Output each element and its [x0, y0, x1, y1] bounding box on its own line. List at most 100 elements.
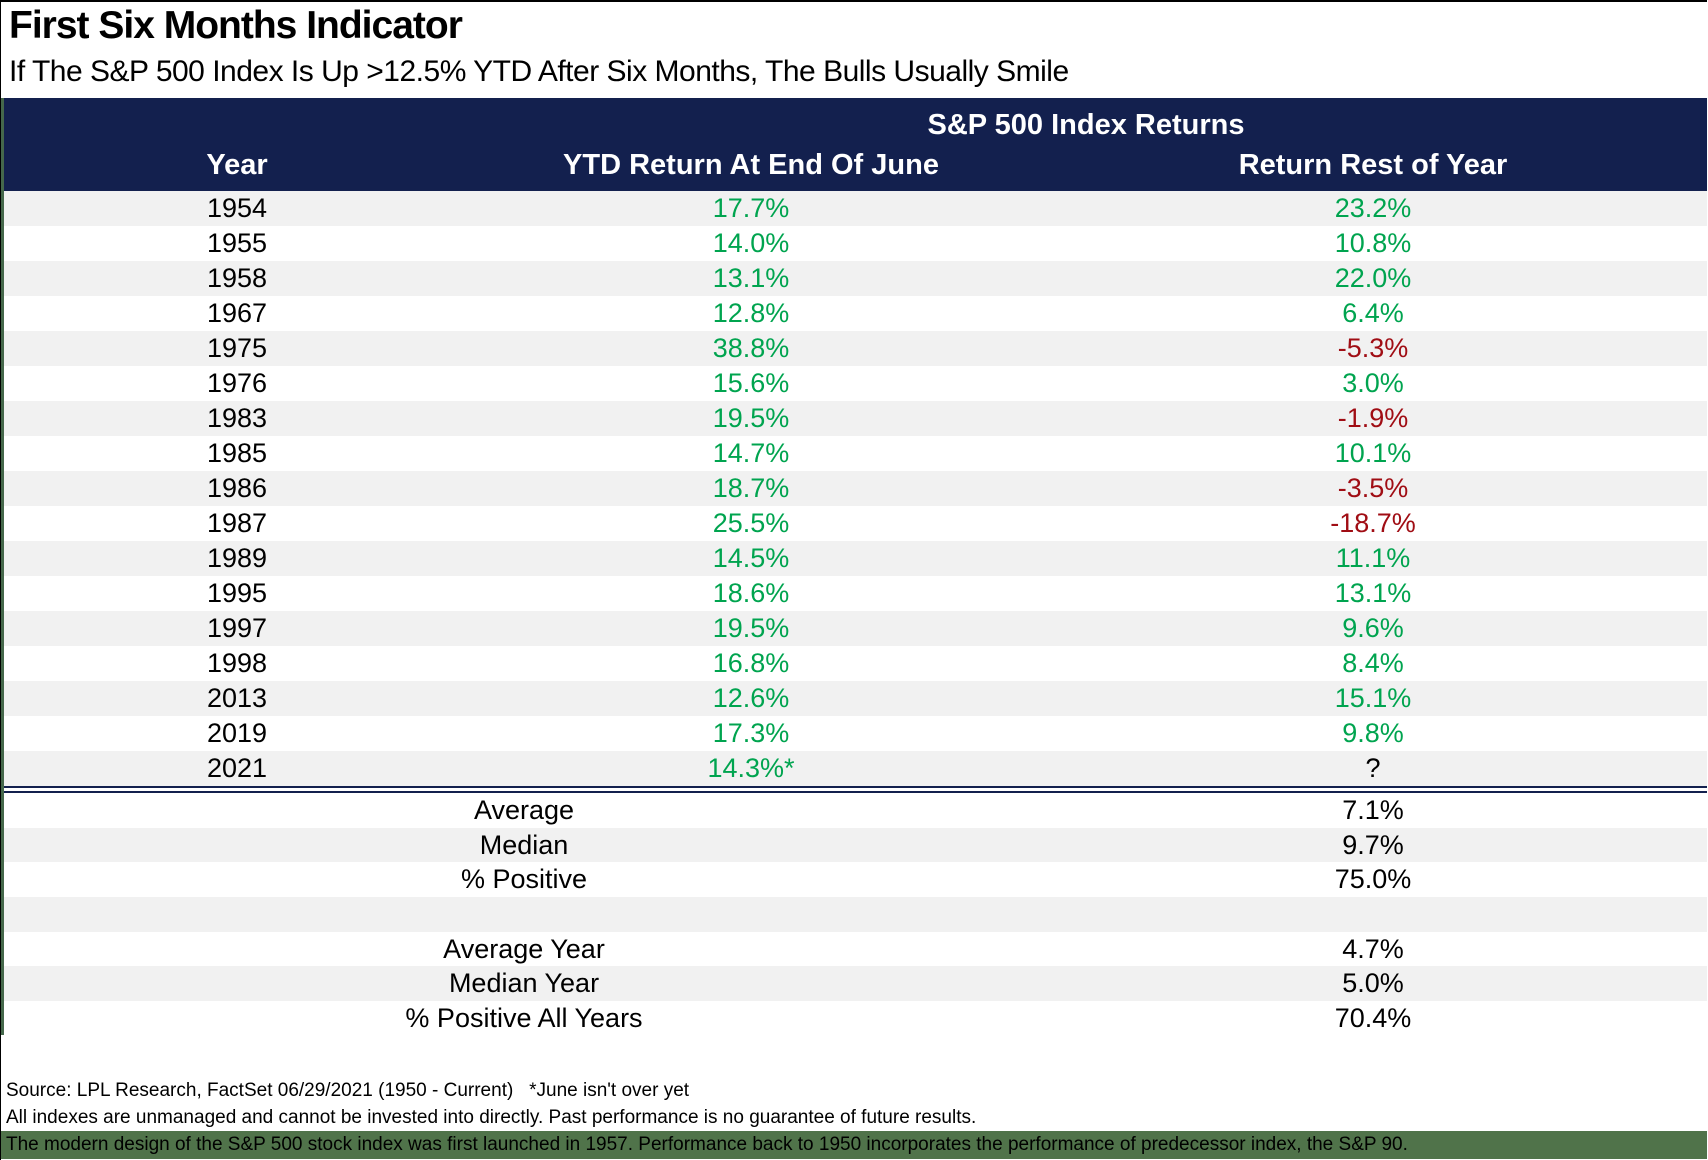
table-row: 1995 18.6% 13.1% — [1, 576, 1707, 611]
year-cell: 1997 — [206, 613, 268, 643]
summary-divider — [1, 786, 1707, 793]
source-note: Source: LPL Research, FactSet 06/29/2021… — [6, 1080, 690, 1101]
ytd-return-cell: 15.6% — [712, 368, 790, 398]
ytd-return-cell: 17.3% — [712, 718, 790, 748]
table-row: 1958 13.1% 22.0% — [1, 261, 1707, 296]
summary-label: % Positive — [460, 864, 588, 894]
ytd-return-cell: 14.0% — [712, 228, 790, 258]
summary-row: Median 9.7% — [1, 827, 1707, 862]
year-cell: 1967 — [206, 298, 268, 328]
ytd-return-cell: 17.7% — [712, 193, 790, 223]
table-row: 1986 18.7% -3.5% — [1, 471, 1707, 506]
column-header-ytd-return: YTD Return At End Of June — [563, 149, 939, 181]
summary-label: Average — [473, 795, 575, 825]
summary-label: % Positive All Years — [405, 1002, 643, 1033]
table-row: 1975 38.8% -5.3% — [1, 331, 1707, 366]
ytd-return-cell: 14.3%* — [707, 753, 795, 783]
rest-of-year-cell: 6.4% — [1342, 298, 1404, 328]
summary-value: 5.0% — [1342, 968, 1404, 998]
year-cell: 1958 — [206, 263, 268, 293]
summary-all-years-block: Average Year 4.7% Median Year 5.0% % Pos… — [1, 932, 1707, 1036]
summary-row: % Positive 75.0% — [1, 862, 1707, 897]
chart-title: First Six Months Indicator — [9, 4, 463, 47]
ytd-return-cell: 16.8% — [712, 648, 790, 678]
year-cell: 1986 — [206, 473, 268, 503]
ytd-return-cell: 18.6% — [712, 578, 790, 608]
rest-of-year-cell: 9.8% — [1342, 718, 1404, 748]
table-row: 1987 25.5% -18.7% — [1, 506, 1707, 541]
table-row: 1955 14.0% 10.8% — [1, 226, 1707, 261]
rest-of-year-cell: -5.3% — [1337, 333, 1409, 363]
summary-value: 9.7% — [1342, 829, 1404, 860]
year-cell: 1998 — [206, 648, 268, 678]
table-body: 1954 17.7% 23.2% 1955 14.0% 10.8% 1958 1… — [1, 191, 1707, 786]
table-row: 1985 14.7% 10.1% — [1, 436, 1707, 471]
highlight-note: The modern design of the S&P 500 stock i… — [1, 1131, 1707, 1159]
summary-row: % Positive All Years 70.4% — [1, 1001, 1707, 1036]
ytd-return-cell: 18.7% — [712, 473, 790, 503]
table-row: 1976 15.6% 3.0% — [1, 366, 1707, 401]
chart-subtitle: If The S&P 500 Index Is Up >12.5% YTD Af… — [9, 55, 1069, 88]
column-header-row: Year YTD Return At End Of June Return Re… — [1, 146, 1707, 191]
summary-row: Average Year 4.7% — [1, 932, 1707, 967]
group-header-row: S&P 500 Index Returns — [1, 98, 1707, 146]
table-row: 1989 14.5% 11.1% — [1, 541, 1707, 576]
year-cell: 2013 — [206, 683, 268, 713]
table-row: 1998 16.8% 8.4% — [1, 646, 1707, 681]
column-header-rest-of-year: Return Rest of Year — [1238, 149, 1508, 181]
rest-of-year-cell: 22.0% — [1334, 263, 1412, 293]
year-cell: 2021 — [206, 753, 268, 783]
summary-label: Median Year — [448, 968, 600, 998]
table-row: 2021 14.3%* ? — [1, 751, 1707, 786]
year-cell: 1975 — [206, 333, 268, 363]
summary-row: Median Year 5.0% — [1, 966, 1707, 1001]
rest-of-year-cell: 3.0% — [1342, 368, 1404, 398]
table-row: 1967 12.8% 6.4% — [1, 296, 1707, 331]
rest-of-year-cell: 9.6% — [1342, 613, 1404, 643]
ytd-return-cell: 25.5% — [712, 508, 790, 538]
rest-of-year-cell: -18.7% — [1330, 508, 1416, 538]
year-cell: 1983 — [206, 403, 268, 433]
year-cell: 2019 — [206, 718, 268, 748]
rest-of-year-cell: -3.5% — [1337, 473, 1409, 503]
year-cell: 1954 — [206, 193, 268, 223]
ytd-return-cell: 38.8% — [712, 333, 790, 363]
rest-of-year-cell: 15.1% — [1334, 683, 1412, 713]
year-cell: 1985 — [206, 438, 268, 468]
year-cell: 1987 — [206, 508, 268, 538]
rest-of-year-cell: 23.2% — [1334, 193, 1412, 223]
table-row: 1983 19.5% -1.9% — [1, 401, 1707, 436]
table-row: 1954 17.7% 23.2% — [1, 191, 1707, 226]
spacer-row — [1, 896, 1707, 932]
returns-table: S&P 500 Index Returns Year YTD Return At… — [1, 98, 1707, 1035]
rest-of-year-cell: 8.4% — [1342, 648, 1404, 678]
rest-of-year-cell: ? — [1365, 753, 1381, 783]
rest-of-year-cell: -1.9% — [1337, 403, 1409, 433]
summary-label: Average Year — [443, 933, 605, 964]
column-header-year: Year — [206, 149, 268, 181]
ytd-return-cell: 19.5% — [712, 403, 790, 433]
rest-of-year-cell: 13.1% — [1334, 578, 1412, 608]
summary-value: 75.0% — [1334, 864, 1412, 894]
ytd-return-cell: 12.8% — [712, 298, 790, 328]
rest-of-year-cell: 10.8% — [1334, 228, 1412, 258]
ytd-return-cell: 13.1% — [712, 263, 790, 293]
ytd-return-cell: 14.7% — [712, 438, 790, 468]
summary-label: Median — [479, 829, 569, 860]
ytd-return-cell: 14.5% — [712, 543, 790, 573]
summary-returns-block: Average 7.1% Median 9.7% % Positive 75.0… — [1, 793, 1707, 897]
rest-of-year-cell: 10.1% — [1334, 438, 1412, 468]
table-row: 2013 12.6% 15.1% — [1, 681, 1707, 716]
table-row: 2019 17.3% 9.8% — [1, 716, 1707, 751]
left-accent-strip — [1, 98, 4, 1035]
summary-row: Average 7.1% — [1, 793, 1707, 828]
table-row: 1997 19.5% 9.6% — [1, 611, 1707, 646]
summary-value: 7.1% — [1342, 795, 1404, 825]
year-cell: 1989 — [206, 543, 268, 573]
year-cell: 1995 — [206, 578, 268, 608]
summary-value: 70.4% — [1334, 1002, 1412, 1033]
disclaimer-note: All indexes are unmanaged and cannot be … — [6, 1107, 977, 1128]
table-header: S&P 500 Index Returns Year YTD Return At… — [1, 98, 1707, 191]
group-header-label: S&P 500 Index Returns — [927, 109, 1245, 141]
